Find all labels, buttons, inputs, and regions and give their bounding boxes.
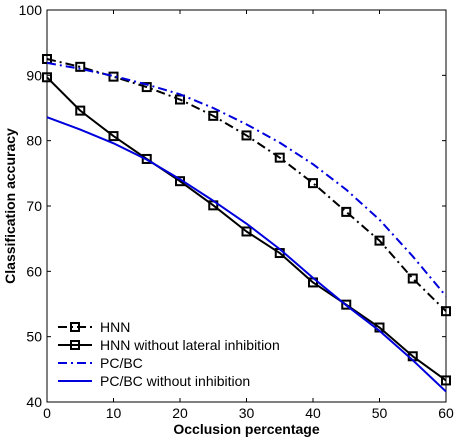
y-tick-label: 80	[26, 133, 42, 149]
x-tick-label: 40	[305, 405, 321, 421]
y-tick-label: 100	[19, 2, 43, 18]
series-0-point	[241, 130, 252, 141]
y-tick-label: 90	[26, 67, 42, 83]
series-1-point	[441, 375, 451, 386]
legend-label-3: PC/BC without inhibition	[100, 373, 250, 389]
legend-marker-1	[70, 340, 80, 350]
x-tick-label: 60	[438, 405, 454, 421]
series-1-point	[42, 72, 52, 83]
series-1-point	[241, 226, 252, 237]
series-0-point	[407, 273, 418, 284]
y-tick-label: 50	[26, 329, 42, 345]
legend-marker-0	[70, 322, 80, 332]
x-tick-label: 30	[239, 405, 255, 421]
series-0-point	[141, 82, 152, 93]
series-1-point	[141, 153, 152, 164]
series-0-point	[374, 235, 385, 246]
x-tick-label: 20	[172, 405, 188, 421]
y-tick-label: 40	[26, 394, 42, 410]
series-0-point	[175, 94, 185, 105]
y-tick-label: 60	[26, 263, 42, 279]
series-1-point	[341, 299, 352, 310]
series-0-point	[75, 61, 86, 72]
legend-label-2: PC/BC	[100, 355, 143, 371]
series-1-point	[108, 131, 119, 142]
series-line-1	[46, 76, 447, 382]
series-0-point	[274, 152, 285, 163]
y-axis-label: Classification accuracy	[2, 128, 18, 284]
legend-label-0: HNN	[100, 319, 130, 335]
series-1-point	[75, 105, 86, 116]
series-0-point	[308, 178, 318, 189]
series-0-point	[341, 206, 352, 217]
series-line-3	[46, 116, 447, 393]
series-0-point	[208, 110, 219, 121]
legend-label-1: HNN without lateral inhibition	[100, 337, 280, 353]
x-tick-label: 10	[106, 405, 122, 421]
x-tick-label: 0	[43, 405, 51, 421]
y-tick-label: 70	[26, 198, 42, 214]
series-line-2	[46, 61, 447, 297]
series-line-0	[46, 58, 447, 312]
series-0-point	[441, 306, 451, 317]
x-axis-label: Occlusion percentage	[173, 421, 319, 437]
legend-box	[52, 313, 342, 397]
x-tick-label: 50	[372, 405, 388, 421]
